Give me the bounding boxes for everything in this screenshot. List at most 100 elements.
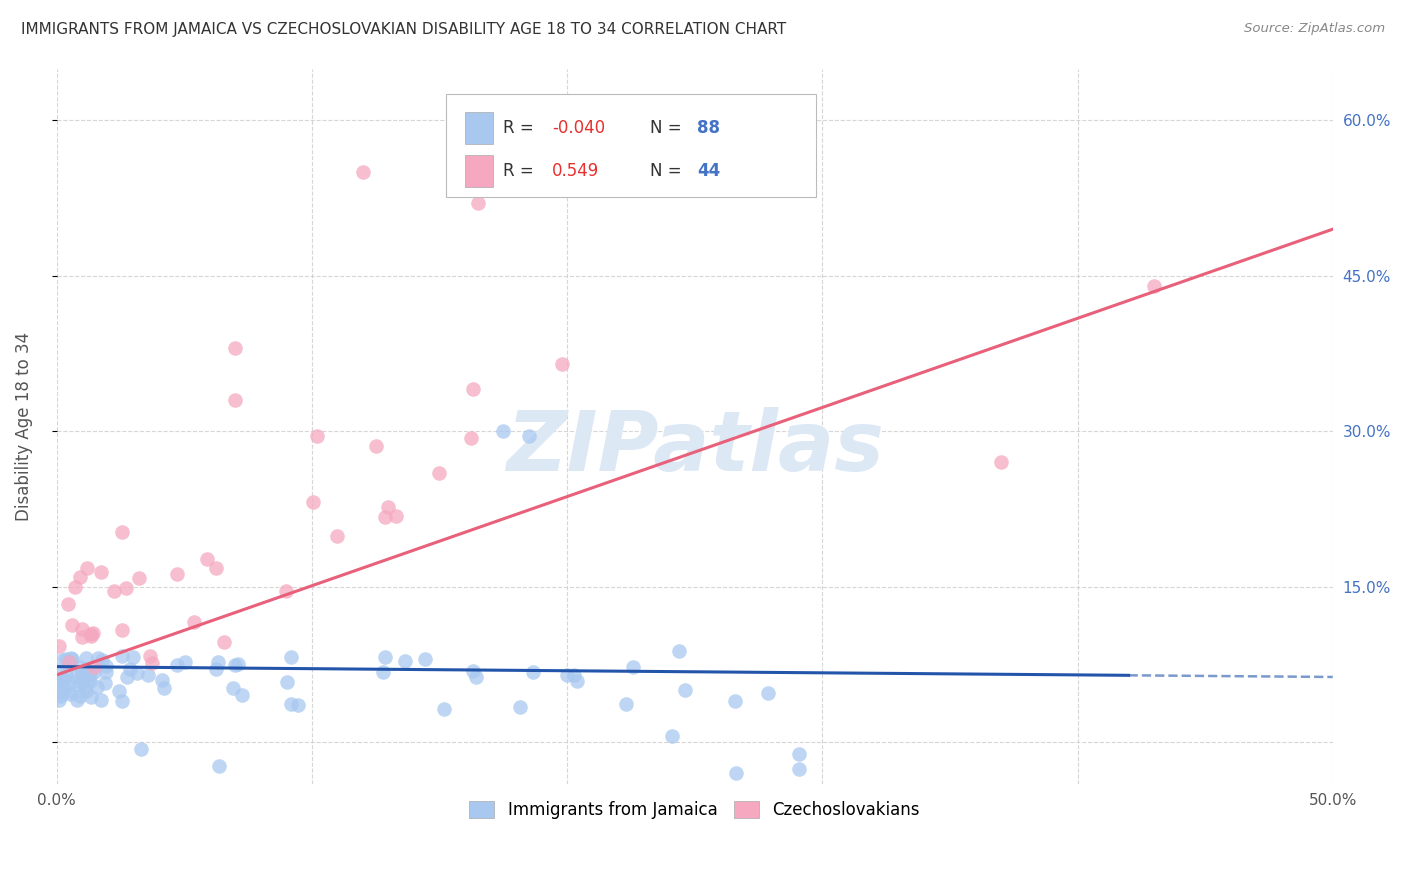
Point xyxy=(280,697,302,711)
Point xyxy=(724,694,747,708)
Point xyxy=(80,629,103,643)
Point xyxy=(111,648,134,663)
Legend: Immigrants from Jamaica, Czechoslovakians: Immigrants from Jamaica, Czechoslovakian… xyxy=(463,794,927,825)
Point xyxy=(48,665,70,679)
Point xyxy=(384,509,406,524)
Point xyxy=(73,668,96,682)
Point xyxy=(467,196,489,211)
Point xyxy=(136,668,159,682)
Point xyxy=(60,652,83,666)
Point xyxy=(48,677,70,691)
Point xyxy=(59,687,82,701)
Point xyxy=(86,651,108,665)
Point xyxy=(139,649,162,664)
Point xyxy=(787,747,810,761)
Text: N =: N = xyxy=(650,119,688,136)
Point xyxy=(141,656,163,670)
Point xyxy=(82,626,104,640)
FancyBboxPatch shape xyxy=(446,94,815,197)
Point xyxy=(668,644,690,658)
Point xyxy=(204,561,226,575)
Text: IMMIGRANTS FROM JAMAICA VS CZECHOSLOVAKIAN DISABILITY AGE 18 TO 34 CORRELATION C: IMMIGRANTS FROM JAMAICA VS CZECHOSLOVAKI… xyxy=(21,22,786,37)
Point xyxy=(60,618,83,632)
Point xyxy=(48,640,70,654)
Point xyxy=(69,660,91,674)
Point xyxy=(287,698,309,712)
Point xyxy=(65,580,87,594)
Point xyxy=(79,674,101,689)
Point xyxy=(77,671,100,685)
Point xyxy=(675,682,697,697)
Point xyxy=(51,653,73,667)
Point xyxy=(222,681,245,696)
Point xyxy=(75,651,97,665)
Text: 44: 44 xyxy=(697,161,720,180)
Point xyxy=(86,680,108,694)
Point xyxy=(166,566,188,581)
Point xyxy=(49,684,72,698)
Point xyxy=(413,652,436,666)
Point xyxy=(565,673,588,688)
Point xyxy=(207,655,229,669)
Point xyxy=(111,694,134,708)
Point xyxy=(121,650,143,665)
Point xyxy=(374,650,396,665)
Point xyxy=(69,690,91,704)
Point xyxy=(103,583,125,598)
Point xyxy=(94,665,117,680)
Point xyxy=(51,674,73,689)
Bar xyxy=(465,112,494,144)
Point xyxy=(562,667,585,681)
Point xyxy=(70,630,93,644)
Point xyxy=(129,742,152,756)
Text: 0.549: 0.549 xyxy=(551,161,599,180)
Point xyxy=(555,667,578,681)
Point xyxy=(94,676,117,690)
Point xyxy=(111,624,134,638)
Point xyxy=(464,670,486,684)
Point xyxy=(48,689,70,703)
Point xyxy=(212,634,235,648)
Point xyxy=(224,342,246,356)
Point xyxy=(111,524,134,539)
Point xyxy=(63,669,86,683)
Point xyxy=(661,729,683,743)
Point xyxy=(990,455,1012,469)
Point xyxy=(120,662,142,676)
Point xyxy=(522,665,544,680)
Point xyxy=(128,571,150,585)
Point xyxy=(76,560,98,574)
Point xyxy=(517,429,540,443)
Point xyxy=(364,439,387,453)
Point xyxy=(725,765,748,780)
Point xyxy=(115,670,138,684)
Point xyxy=(58,683,80,698)
Point xyxy=(509,700,531,714)
Text: -0.040: -0.040 xyxy=(551,119,605,136)
Point xyxy=(80,690,103,705)
Point xyxy=(53,680,76,694)
Text: 88: 88 xyxy=(697,119,720,136)
Point xyxy=(91,653,114,667)
Point xyxy=(226,657,249,671)
Point xyxy=(55,652,77,666)
Point xyxy=(153,681,176,695)
Text: N =: N = xyxy=(650,161,688,180)
Point xyxy=(79,627,101,641)
Point xyxy=(67,678,90,692)
Point xyxy=(377,500,399,514)
Point xyxy=(114,581,136,595)
Point xyxy=(183,615,205,630)
Point xyxy=(173,656,195,670)
Point xyxy=(53,673,76,687)
Point xyxy=(231,688,253,702)
Point xyxy=(127,665,149,680)
Text: Source: ZipAtlas.com: Source: ZipAtlas.com xyxy=(1244,22,1385,36)
Point xyxy=(208,759,231,773)
Point xyxy=(58,657,80,671)
Point xyxy=(65,673,87,688)
Point xyxy=(55,667,77,681)
Point xyxy=(460,431,482,445)
Point xyxy=(70,665,93,680)
Point xyxy=(79,667,101,681)
